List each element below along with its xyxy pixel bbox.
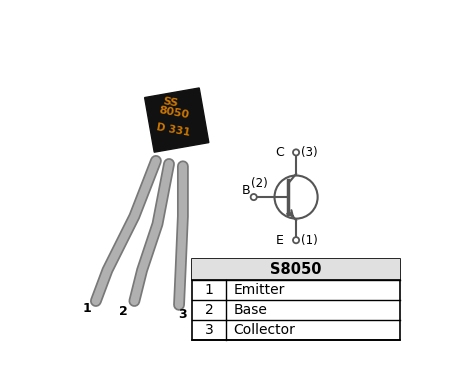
Text: 3: 3 [178,308,186,321]
Text: 1: 1 [205,283,213,297]
Text: B: B [242,185,251,197]
Text: Emitter: Emitter [234,283,285,297]
Text: 1: 1 [82,302,91,315]
Text: 2: 2 [205,303,213,317]
Text: 8050: 8050 [158,105,190,120]
Text: 3: 3 [205,323,213,337]
Circle shape [293,149,299,156]
Text: C: C [275,146,284,159]
Text: D 331: D 331 [155,122,190,138]
Text: SS: SS [162,96,179,109]
Circle shape [293,237,299,243]
Text: Base: Base [234,303,268,317]
Text: (1): (1) [301,234,317,247]
Text: Collector: Collector [234,323,296,337]
Text: (2): (2) [251,178,267,190]
Polygon shape [144,88,209,152]
Text: E: E [276,234,284,247]
Text: (3): (3) [301,146,317,159]
Circle shape [251,194,257,200]
Text: 2: 2 [119,305,128,317]
Bar [192,259,400,340]
Text: S8050: S8050 [270,262,322,277]
Bar [192,259,400,280]
